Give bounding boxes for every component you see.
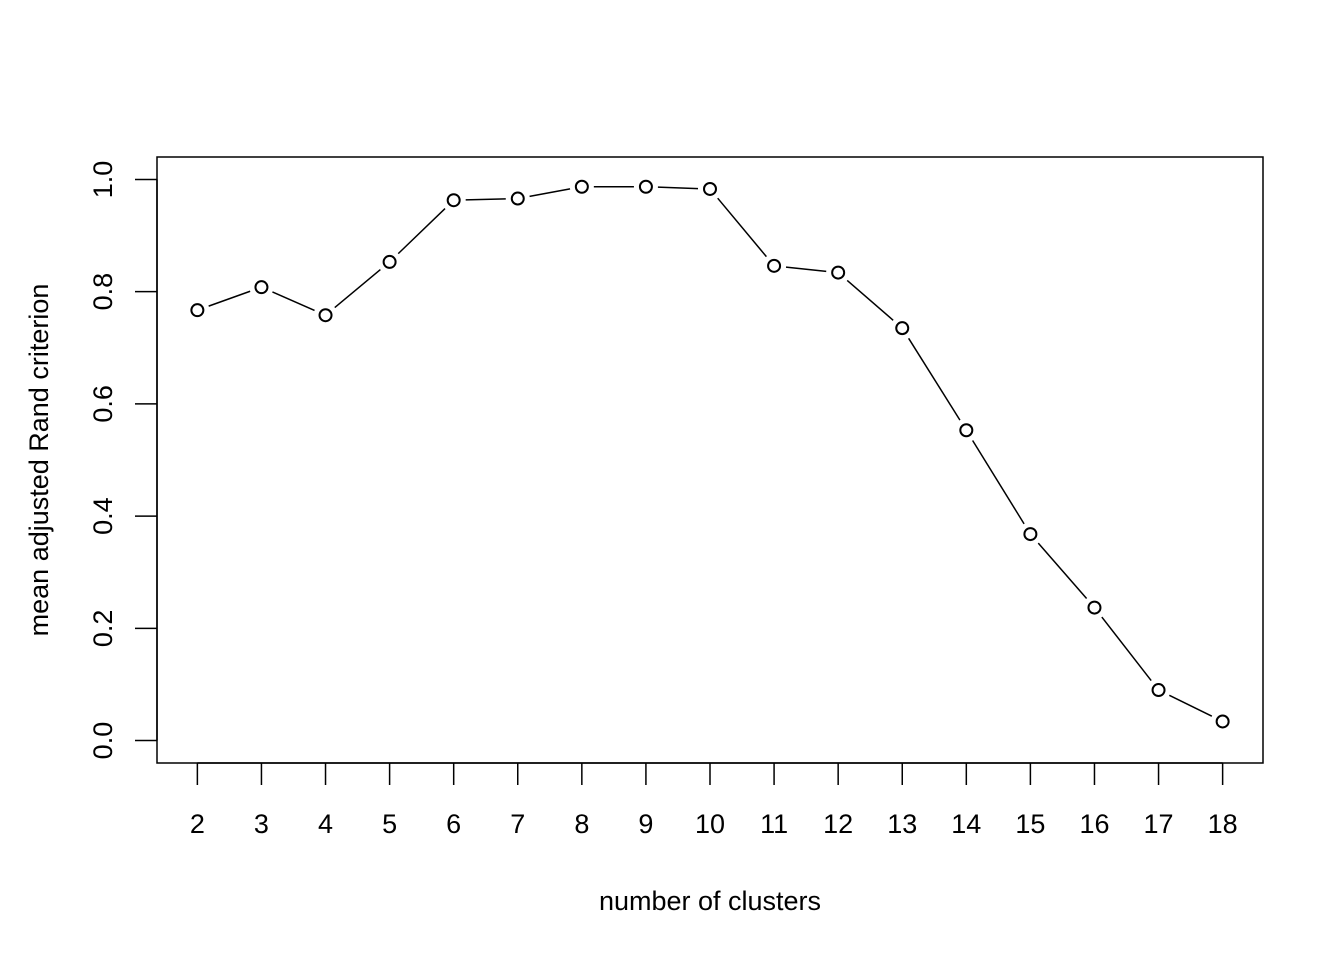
data-series (190, 179, 1230, 729)
y-axis-label: mean adjusted Rand criterion (24, 284, 54, 637)
x-tick-label: 7 (510, 809, 525, 839)
line-segment (785, 266, 827, 273)
x-tick-label: 18 (1208, 809, 1238, 839)
line-segment (1168, 694, 1213, 717)
line-segment (846, 279, 894, 321)
data-point (959, 423, 974, 438)
x-tick-label: 15 (1015, 809, 1045, 839)
x-tick-label: 16 (1079, 809, 1109, 839)
y-tick-label: 0.2 (88, 610, 118, 648)
data-point (254, 280, 269, 295)
y-tick-label: 0.6 (88, 385, 118, 423)
x-tick-label: 12 (823, 809, 853, 839)
line-segment (465, 198, 506, 201)
y-tick-label: 1.0 (88, 161, 118, 199)
x-tick-label: 13 (887, 809, 917, 839)
x-tick-label: 9 (638, 809, 653, 839)
line-segment (717, 197, 767, 258)
x-axis-label: number of clusters (599, 886, 821, 916)
y-axis: 0.0 0.2 0.4 0.6 0.8 1.0 (88, 161, 158, 760)
x-tick-label: 17 (1144, 809, 1174, 839)
line-segment (657, 186, 699, 190)
data-point (1215, 714, 1230, 729)
data-point (1087, 600, 1102, 615)
x-tick-label: 3 (254, 809, 269, 839)
data-point (1151, 683, 1166, 698)
data-point (190, 303, 205, 318)
x-axis: 2 3 4 5 6 7 8 9 10 11 12 13 14 15 16 17 18 (190, 762, 1238, 839)
x-tick-label: 6 (446, 809, 461, 839)
data-point (1023, 527, 1038, 542)
y-tick-label: 0.8 (88, 273, 118, 311)
line-segment (208, 290, 251, 307)
data-point (510, 191, 525, 206)
line-segment (397, 207, 446, 255)
data-point (382, 254, 397, 269)
x-tick-label: 14 (951, 809, 981, 839)
data-point (446, 193, 461, 208)
plot-frame (156, 156, 1264, 764)
x-tick-label: 8 (574, 809, 589, 839)
data-point (831, 265, 846, 280)
x-tick-label: 10 (695, 809, 725, 839)
data-point (574, 179, 589, 194)
y-tick-label: 0.0 (88, 722, 118, 760)
data-point (703, 181, 717, 196)
x-tick-label: 11 (760, 809, 788, 839)
line-segment (272, 291, 315, 312)
data-point (767, 258, 782, 273)
line-segment (334, 269, 381, 309)
line-segment (1101, 616, 1152, 682)
line-segment (529, 188, 571, 198)
x-tick-label: 5 (382, 809, 397, 839)
line-segment (971, 440, 1025, 525)
data-point (318, 308, 333, 323)
x-tick-label: 2 (190, 809, 205, 839)
y-tick-label: 0.4 (88, 497, 118, 535)
data-point (895, 321, 910, 336)
line-segment (1037, 542, 1088, 600)
x-tick-label: 4 (318, 809, 333, 839)
line-segment (907, 337, 961, 421)
data-point (638, 179, 653, 194)
